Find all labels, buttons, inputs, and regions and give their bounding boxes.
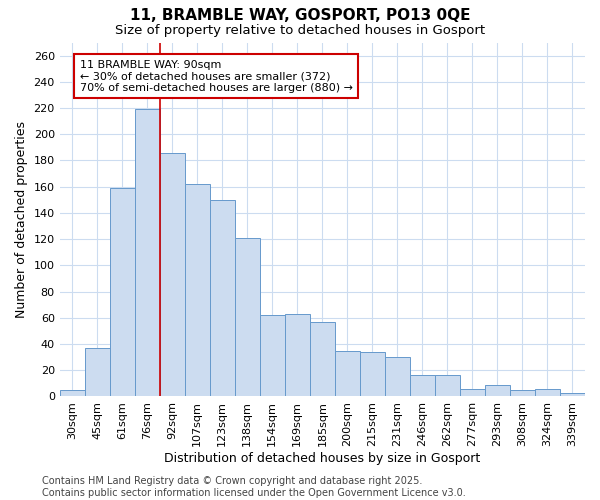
- Bar: [410, 376, 435, 396]
- Text: 11 BRAMBLE WAY: 90sqm
← 30% of detached houses are smaller (372)
70% of semi-det: 11 BRAMBLE WAY: 90sqm ← 30% of detached …: [80, 60, 353, 92]
- Bar: [460, 388, 485, 396]
- X-axis label: Distribution of detached houses by size in Gosport: Distribution of detached houses by size …: [164, 452, 481, 465]
- Bar: [210, 200, 235, 396]
- Bar: [185, 184, 210, 396]
- Bar: [385, 357, 410, 397]
- Bar: [510, 390, 535, 396]
- Text: Contains HM Land Registry data © Crown copyright and database right 2025.
Contai: Contains HM Land Registry data © Crown c…: [42, 476, 466, 498]
- Bar: [435, 376, 460, 396]
- Text: 11, BRAMBLE WAY, GOSPORT, PO13 0QE: 11, BRAMBLE WAY, GOSPORT, PO13 0QE: [130, 8, 470, 22]
- Bar: [485, 384, 510, 396]
- Bar: [85, 348, 110, 397]
- Bar: [59, 390, 85, 396]
- Bar: [335, 350, 360, 397]
- Bar: [260, 315, 285, 396]
- Bar: [235, 238, 260, 396]
- Bar: [285, 314, 310, 396]
- Text: Size of property relative to detached houses in Gosport: Size of property relative to detached ho…: [115, 24, 485, 37]
- Bar: [360, 352, 385, 397]
- Bar: [110, 188, 135, 396]
- Bar: [560, 392, 585, 396]
- Bar: [535, 388, 560, 396]
- Y-axis label: Number of detached properties: Number of detached properties: [15, 121, 28, 318]
- Bar: [310, 322, 335, 396]
- Bar: [135, 110, 160, 397]
- Bar: [160, 152, 185, 396]
